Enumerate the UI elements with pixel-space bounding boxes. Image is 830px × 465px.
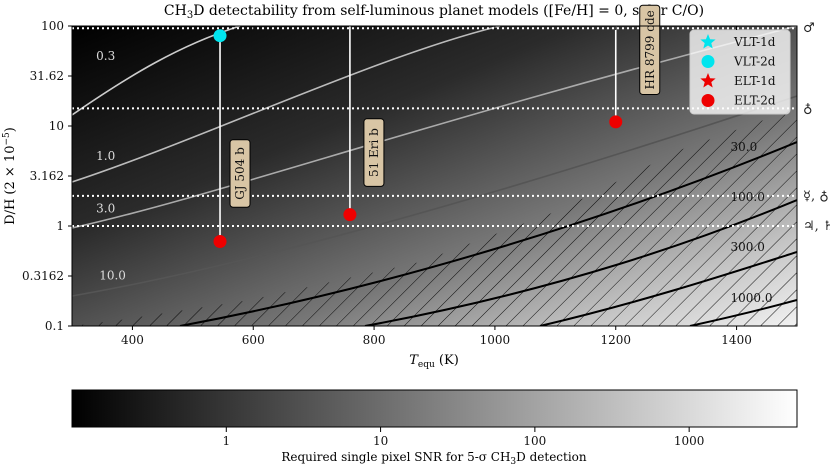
x-tick-label: 1000 xyxy=(480,333,511,347)
y-tick-label: 10 xyxy=(49,119,64,133)
legend-marker-elt-2d xyxy=(701,94,715,107)
y-axis: 0.1 0.3162 1 3.162 10 31.62 100 xyxy=(22,19,72,333)
colorbar-tick-label: 1000 xyxy=(674,434,705,448)
y-tick-label: 31.62 xyxy=(30,69,64,83)
legend-label-elt-2d: ELT-2d xyxy=(734,94,776,108)
planet-label-text: 51 Eri b xyxy=(367,128,381,177)
solar-system-symbol: ☿, ♁ xyxy=(803,189,829,204)
chart-title: CH3D detectability from self-luminous pl… xyxy=(164,3,704,21)
colorbar-tick-label: 100 xyxy=(523,434,546,448)
colorbar-label: Required single pixel SNR for 5-σ CH3D d… xyxy=(281,450,587,465)
contour-label-0.3: 0.3 xyxy=(96,49,115,63)
y-tick-label: 0.3162 xyxy=(22,269,64,283)
point-elt-2d xyxy=(213,234,227,248)
planet-label-box xyxy=(639,4,661,95)
point-vlt-2d xyxy=(213,29,227,43)
hatch-region xyxy=(72,108,797,326)
colorbar-tick-label: 1 xyxy=(222,434,230,448)
solar-system-symbol: ♁ xyxy=(803,101,813,116)
planet-label-51-eri-b: 51 Eri b xyxy=(363,118,385,187)
point-elt-2d xyxy=(343,208,357,222)
colorbar-tick-label: 10 xyxy=(373,434,388,448)
planet-label-hr-8799-cde: HR 8799 cde xyxy=(639,4,661,95)
y-tick-label: 3.162 xyxy=(30,169,64,183)
data-points xyxy=(213,29,623,248)
legend: VLT-1d VLT-2d ELT-1d ELT-2d xyxy=(689,29,791,115)
x-tick-label: 800 xyxy=(363,333,386,347)
planet-name-labels: GJ 504 b 51 Eri b HR 8799 cde xyxy=(229,4,661,208)
y-tick-label: 100 xyxy=(41,19,64,33)
legend-marker-vlt-1d xyxy=(700,34,716,49)
contour-line-1000.0 xyxy=(689,299,797,326)
x-tick-label: 1400 xyxy=(721,333,752,347)
y-tick-label: 0.1 xyxy=(45,319,64,333)
point-elt-2d xyxy=(609,115,623,129)
contour-line-30.0 xyxy=(179,141,797,326)
planet-label-box xyxy=(363,118,385,187)
plot-area: ♂ ♁ ☿, ♁ ♃, ♄ 0.3 1.0 3.0 10.0 30.0 100.0 300.0 10… xyxy=(71,4,830,327)
x-axis: 400 600 800 1000 1200 1400 xyxy=(121,26,752,347)
contour-label-30.0: 30.0 xyxy=(731,140,758,154)
contour-label-100.0: 100.0 xyxy=(731,190,765,204)
planet-label-gj-504-b: GJ 504 b xyxy=(229,139,251,208)
legend-marker-vlt-2d xyxy=(701,55,715,68)
legend-label-vlt-2d: VLT-2d xyxy=(733,55,776,69)
planet-label-text: GJ 504 b xyxy=(233,147,247,200)
contour-line-10.0 xyxy=(72,95,797,297)
x-tick-label: 400 xyxy=(121,333,144,347)
contour-line-300.0 xyxy=(539,251,797,326)
contour-line-1.0 xyxy=(72,26,501,183)
legend-label-vlt-1d: VLT-1d xyxy=(733,35,776,49)
x-tick-label: 1200 xyxy=(600,333,631,347)
legend-box xyxy=(689,29,791,115)
colorbar: 1 10 100 1000 Required single pixel SNR for… xyxy=(71,389,798,465)
contour-labels: 0.3 1.0 3.0 10.0 30.0 100.0 300.0 1000.0 xyxy=(96,49,772,305)
contour-line-100.0 xyxy=(364,199,797,326)
solar-system-symbol: ♂ xyxy=(803,21,815,36)
colorbar-gradient xyxy=(71,389,798,428)
y-tick-label: 1 xyxy=(56,219,64,233)
x-axis-label: Tequ (K) xyxy=(409,353,459,370)
y-axis-label: D/H (2 × 10−5) xyxy=(2,127,18,225)
solar-system-symbol: ♃, ♄ xyxy=(803,219,830,234)
planet-label-text: HR 8799 cde xyxy=(643,10,657,89)
contour-label-300.0: 300.0 xyxy=(731,240,765,254)
contour-label-1.0: 1.0 xyxy=(96,149,115,163)
x-tick-label: 600 xyxy=(242,333,265,347)
contour-label-3.0: 3.0 xyxy=(96,201,115,215)
contour-label-1000.0: 1000.0 xyxy=(731,291,773,305)
legend-marker-elt-1d xyxy=(700,73,716,88)
legend-label-elt-1d: ELT-1d xyxy=(734,74,776,88)
reference-lines: ♂ ♁ ☿, ♁ ♃, ♄ xyxy=(72,21,830,234)
planet-label-box xyxy=(229,139,251,208)
planet-vertical-lines xyxy=(219,26,617,242)
contour-label-10.0: 10.0 xyxy=(99,268,126,282)
